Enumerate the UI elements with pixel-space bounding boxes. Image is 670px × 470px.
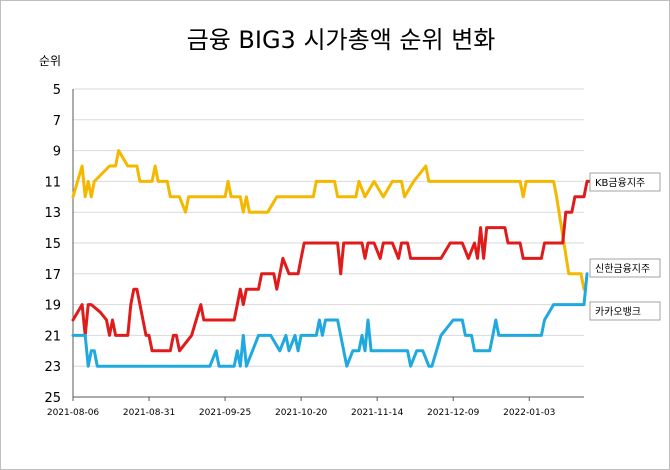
x-tick-label: 2021-08-06 <box>47 408 100 418</box>
y-tick-label: 25 <box>44 391 61 406</box>
y-tick-label: 9 <box>53 145 61 160</box>
y-tick-label: 7 <box>53 114 61 129</box>
x-tick-label: 2021-09-25 <box>199 408 251 418</box>
y-tick-label: 19 <box>44 299 61 314</box>
y-tick-label: 21 <box>44 329 61 344</box>
y-tick-label: 5 <box>53 83 61 98</box>
chart-title: 금융 BIG3 시가총액 순위 변화 <box>187 26 496 54</box>
y-tick-label: 13 <box>44 206 61 221</box>
legend-box <box>589 301 661 321</box>
legend-label: KB금융지주 <box>595 177 645 189</box>
x-tick-label: 2022-01-03 <box>503 408 555 418</box>
series-line-3 <box>71 272 589 368</box>
series-line-1 <box>71 149 586 291</box>
y-tick-label: 23 <box>44 360 61 375</box>
legend-label: 카카오뱅크 <box>595 306 641 318</box>
legend-box <box>589 258 661 278</box>
series-line-2 <box>71 179 592 353</box>
legend-box <box>589 172 661 192</box>
series-lines <box>71 149 592 368</box>
y-axis-label: 순위 <box>39 54 61 68</box>
x-tick-label: 2021-08-31 <box>123 408 175 418</box>
legend-label: 신한금융지주 <box>595 263 650 275</box>
x-tick-label: 2021-11-14 <box>351 408 404 418</box>
x-tick-label: 2021-10-20 <box>275 408 328 418</box>
y-tick-labels: 5 7 9 11 13 15 17 19 21 23 25 <box>44 83 61 406</box>
y-tick-label: 17 <box>44 268 61 283</box>
y-tick-label: 11 <box>44 175 61 190</box>
x-tick-label: 2021-12-09 <box>427 408 480 418</box>
axes <box>72 89 584 398</box>
y-tick-label: 15 <box>44 237 61 252</box>
x-tick-labels: 2021-08-06 2021-08-31 2021-09-25 2021-10-20… <box>47 397 555 418</box>
